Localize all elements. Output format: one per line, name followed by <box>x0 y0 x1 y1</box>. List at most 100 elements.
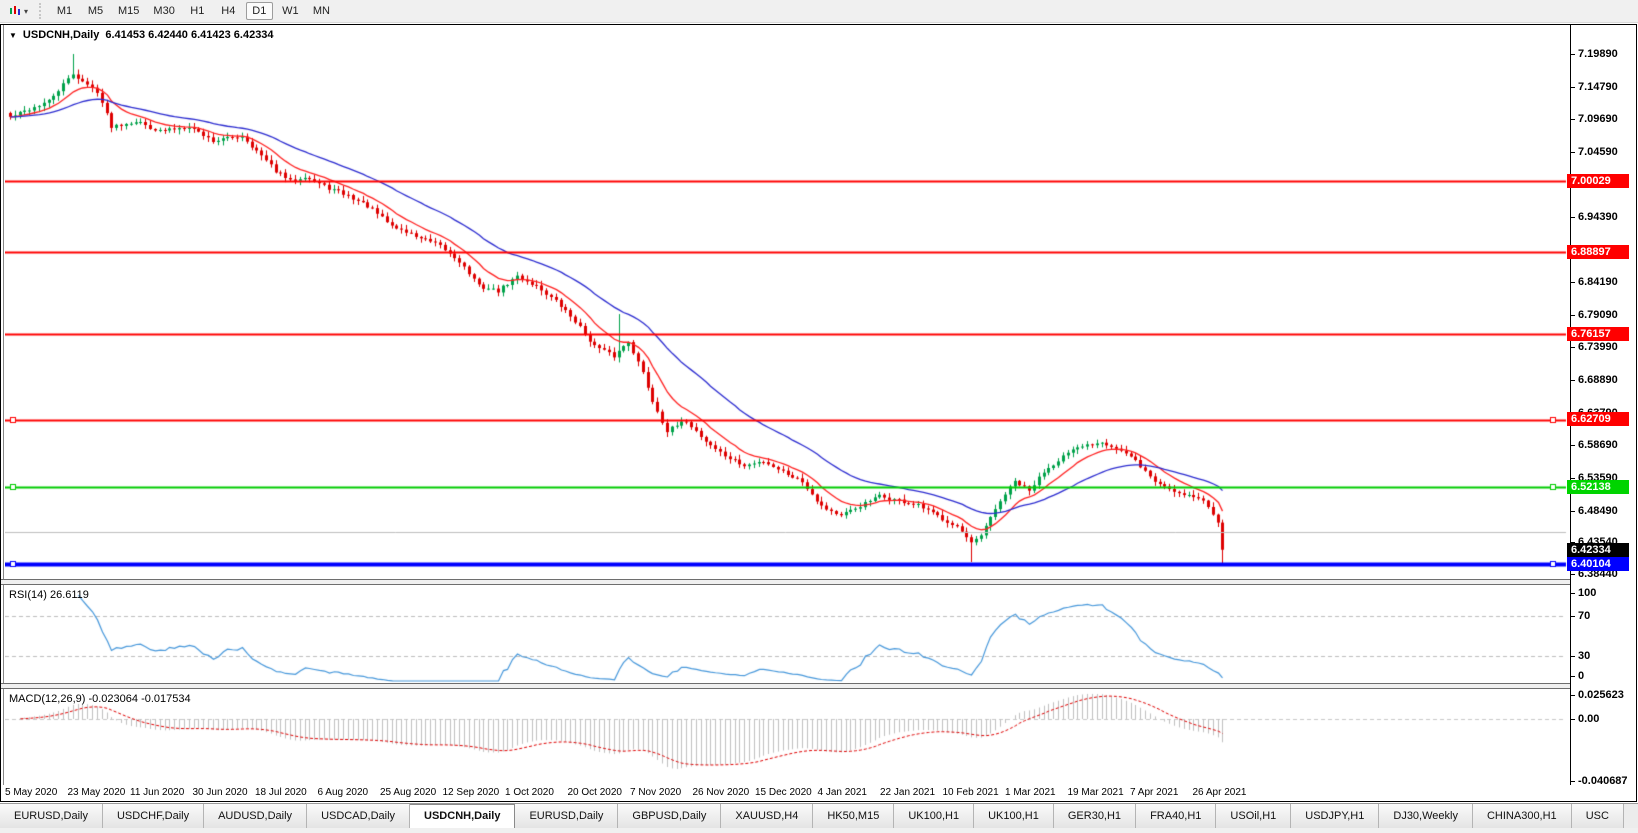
tab-usoil-h1[interactable]: USOil,H1 <box>1216 804 1292 828</box>
tab-usc[interactable]: USC <box>1571 804 1624 828</box>
panel-splitter[interactable] <box>1 683 1636 689</box>
main-price-chart[interactable] <box>5 25 1570 579</box>
axis-tick-mark <box>1571 616 1575 617</box>
axis-tick-mark <box>1571 86 1575 88</box>
price-tick: 6.38440 <box>1578 568 1618 580</box>
tab-usdjpy-h1[interactable]: USDJPY,H1 <box>1291 804 1380 828</box>
chart-tab-bar: EURUSD,Daily USDCHF,Daily AUDUSD,Daily USDC… <box>0 803 1638 828</box>
timeframe-button-d1[interactable]: D1 <box>245 2 273 20</box>
tab-eurusd-daily[interactable]: EURUSD,Daily <box>515 804 619 828</box>
tab-hk50-m15[interactable]: HK50,M15 <box>813 804 895 828</box>
date-label: 20 Oct 2020 <box>567 787 622 798</box>
axis-tick-mark <box>1571 695 1575 696</box>
price-tick: 6.58690 <box>1578 439 1618 452</box>
date-label: 4 Jan 2021 <box>817 787 868 798</box>
chart-tool-icon <box>8 4 22 18</box>
axis-tick-mark <box>1571 781 1575 782</box>
top-toolbar: ▾ M1 M5 M15 M30 H1 H4 D1 W1 MN <box>0 0 1638 23</box>
price-tick: 7.19890 <box>1578 48 1618 60</box>
date-label: 19 Mar 2021 <box>1067 787 1124 798</box>
date-label: 5 May 2020 <box>5 787 58 798</box>
chart-title: ▼ USDCNH,Daily 6.41453 6.42440 6.41423 6… <box>9 29 274 41</box>
axis-tick-mark <box>1571 445 1575 447</box>
macd-scale-tick: 0.025623 <box>1578 689 1624 701</box>
tab-uk100-h1[interactable]: UK100,H1 <box>894 804 975 828</box>
rsi-indicator-panel[interactable] <box>5 585 1570 683</box>
rsi-scale-tick: 0 <box>1578 670 1585 682</box>
axis-tick-mark <box>1571 119 1575 121</box>
timeframe-button-m5[interactable]: M5 <box>87 5 104 17</box>
date-label: 26 Nov 2020 <box>692 787 750 798</box>
timeframe-button-m1[interactable]: M1 <box>56 5 73 17</box>
rsi-scale-tick: 100 <box>1578 587 1597 599</box>
price-tick: 7.14790 <box>1578 80 1618 93</box>
axis-tick-mark <box>1571 542 1575 543</box>
date-label: 15 Dec 2020 <box>755 787 812 798</box>
macd-label: MACD(12,26,9) -0.023064 -0.017534 <box>9 693 191 705</box>
axis-tick-mark <box>1571 380 1575 382</box>
timeframe-button-w1[interactable]: W1 <box>282 5 299 17</box>
collapse-triangle-icon[interactable]: ▼ <box>9 30 17 40</box>
price-axis[interactable]: 7.198907.147907.096907.045906.994906.943… <box>1570 25 1636 787</box>
date-label: 7 Nov 2020 <box>630 787 682 798</box>
date-label: 6 Aug 2020 <box>317 787 369 798</box>
price-tick: 7.04590 <box>1578 145 1618 158</box>
price-tag: 6.62709 <box>1567 412 1629 426</box>
price-tag: 6.52138 <box>1567 480 1629 494</box>
chart-window: ▼ USDCNH,Daily 6.41453 6.42440 6.41423 6… <box>0 24 1637 802</box>
rsi-scale-tick: 30 <box>1578 650 1591 662</box>
date-label: 1 Oct 2020 <box>505 787 554 798</box>
tab-usdcad-daily[interactable]: USDCAD,Daily <box>307 804 411 828</box>
axis-tick-mark <box>1571 282 1575 284</box>
tab-audusd-daily[interactable]: AUDUSD,Daily <box>204 804 308 828</box>
tab-eurusd-daily[interactable]: EURUSD,Daily <box>0 804 103 828</box>
date-label: 23 May 2020 <box>67 787 126 798</box>
date-axis[interactable]: 5 May 2020 23 May 2020 11 Jun 2020 30 Jun 2… <box>1 785 1566 801</box>
panel-splitter[interactable] <box>1 579 1636 585</box>
axis-tick-mark <box>1571 347 1575 349</box>
tab-usdcnh-daily[interactable]: USDCNH,Daily <box>410 804 516 828</box>
tab-fra40-h1[interactable]: FRA40,H1 <box>1136 804 1217 828</box>
axis-tick-mark <box>1571 477 1575 479</box>
date-label: 1 Mar 2021 <box>1005 787 1056 798</box>
timeframe-button-h1[interactable]: H1 <box>190 5 205 17</box>
chevron-down-icon: ▾ <box>24 6 29 16</box>
price-tag: 6.40104 <box>1567 557 1629 571</box>
timeframe-button-m15[interactable]: M15 <box>118 5 140 17</box>
date-label: 12 Sep 2020 <box>442 787 500 798</box>
timeframe-button-mn[interactable]: MN <box>312 5 330 17</box>
timeframe-button-h4[interactable]: H4 <box>221 5 236 17</box>
tab-usdchf-daily[interactable]: USDCHF,Daily <box>102 804 205 828</box>
axis-tick-mark <box>1571 510 1575 512</box>
symbol-period-label: USDCNH,Daily <box>22 29 100 41</box>
tab-xauusd-h4[interactable]: XAUUSD,H4 <box>721 804 814 828</box>
timeframe-button-m30[interactable]: M30 <box>153 5 175 17</box>
price-tag: 6.42334 <box>1567 543 1629 557</box>
toolbar-separator <box>39 3 42 19</box>
date-label: 11 Jun 2020 <box>130 787 185 798</box>
date-label: 7 Apr 2021 <box>1130 787 1179 798</box>
tab-ger30-h1[interactable]: GER30,H1 <box>1053 804 1137 828</box>
price-tick: 6.48490 <box>1578 504 1618 517</box>
price-tick: 6.94390 <box>1578 211 1618 223</box>
macd-indicator-panel[interactable] <box>5 689 1570 785</box>
window-inner-edge <box>3 25 4 801</box>
rsi-label: RSI(14) 26.6119 <box>9 589 89 601</box>
tab-gbpusd-daily[interactable]: GBPUSD,Daily <box>618 804 722 828</box>
price-tag: 6.76157 <box>1567 327 1629 341</box>
chart-tool-button[interactable]: ▾ <box>4 2 32 20</box>
axis-tick-mark <box>1571 656 1575 657</box>
date-label: 26 Apr 2021 <box>1192 787 1247 798</box>
price-tick: 6.73990 <box>1578 341 1618 354</box>
price-tick: 6.84190 <box>1578 276 1618 289</box>
date-label: 30 Jun 2020 <box>192 787 248 798</box>
rsi-scale-tick: 70 <box>1578 610 1591 622</box>
date-label: 25 Aug 2020 <box>380 787 437 798</box>
tab-uk100-h1[interactable]: UK100,H1 <box>974 804 1054 828</box>
ohlc-values: 6.41453 6.42440 6.41423 6.42334 <box>105 29 274 41</box>
tab-dj30-weekly[interactable]: DJ30,Weekly <box>1379 804 1473 828</box>
axis-tick-mark <box>1571 719 1575 720</box>
price-tag: 6.88897 <box>1567 245 1629 259</box>
price-tag: 7.00029 <box>1567 174 1629 188</box>
tab-china300-h1[interactable]: CHINA300,H1 <box>1472 804 1572 828</box>
